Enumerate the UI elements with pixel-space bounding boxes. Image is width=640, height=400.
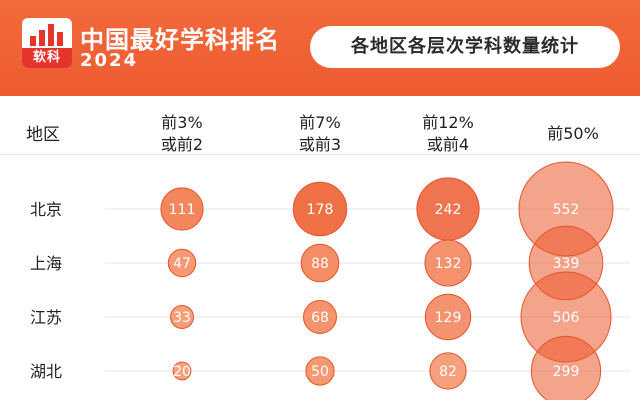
bubble <box>303 300 337 334</box>
column-header-line: 前3% <box>161 113 203 132</box>
column-header-top7: 前7% 或前3 <box>270 112 370 156</box>
bubble <box>530 335 602 400</box>
chart-subtitle: 各地区各层次学科数量统计 <box>310 26 620 68</box>
header-divider <box>0 154 640 155</box>
bubble-value-label: 339 <box>553 256 580 272</box>
bubble-value-label: 299 <box>553 364 580 380</box>
column-header-line: 前12% <box>422 113 474 132</box>
page-title: 中国最好学科排名 <box>80 26 280 54</box>
bubble-value-label: 82 <box>439 364 457 380</box>
column-header-top12: 前12% 或前4 <box>398 112 498 156</box>
column-header-line: 前50% <box>547 124 599 143</box>
bubble <box>429 352 467 390</box>
bubble-value-label: 88 <box>311 256 329 272</box>
bubble <box>167 248 197 278</box>
bubble <box>424 239 472 287</box>
column-header-line: 或前3 <box>298 135 342 154</box>
bar-chart-icon <box>28 24 66 46</box>
bubble-value-label: 33 <box>173 310 191 326</box>
region-label: 上海 <box>30 254 63 273</box>
bubble-value-label: 111 <box>169 202 196 218</box>
bubble-value-label: 552 <box>553 202 580 218</box>
bubble-value-label: 132 <box>435 256 462 272</box>
bubble <box>424 293 472 341</box>
bubble-value-label: 178 <box>307 202 334 218</box>
column-header-line: 或前2 <box>160 135 204 154</box>
bubble <box>292 181 348 237</box>
column-header-top3: 前3% 或前2 <box>132 112 232 156</box>
bubble-value-label: 47 <box>173 256 191 272</box>
bubble-value-label: 129 <box>435 310 462 326</box>
bubble-value-label: 50 <box>311 364 329 380</box>
year-label: 2024 <box>80 50 139 71</box>
column-header-line: 或前4 <box>426 135 470 154</box>
bubble <box>172 361 192 381</box>
column-header-line: 前7% <box>299 113 341 132</box>
column-header-top50: 前50% <box>523 123 623 145</box>
softsci-logo: 软科 <box>22 18 72 68</box>
bubble <box>305 356 335 386</box>
row-header-label: 地区 <box>26 125 60 145</box>
bubble-value-label: 242 <box>435 202 462 218</box>
bubble-value-label: 20 <box>173 364 191 380</box>
bubble-value-label: 68 <box>311 310 329 326</box>
bubble-value-label: 506 <box>553 310 580 326</box>
bubble <box>170 305 194 329</box>
bubble <box>160 187 204 231</box>
region-label: 江苏 <box>30 308 63 327</box>
logo-text: 软科 <box>22 48 72 68</box>
bubble <box>300 243 340 283</box>
region-label: 北京 <box>30 200 63 219</box>
region-label: 湖北 <box>30 362 63 381</box>
header-banner: 软科 中国最好学科排名 2024 各地区各层次学科数量统计 <box>0 0 640 96</box>
